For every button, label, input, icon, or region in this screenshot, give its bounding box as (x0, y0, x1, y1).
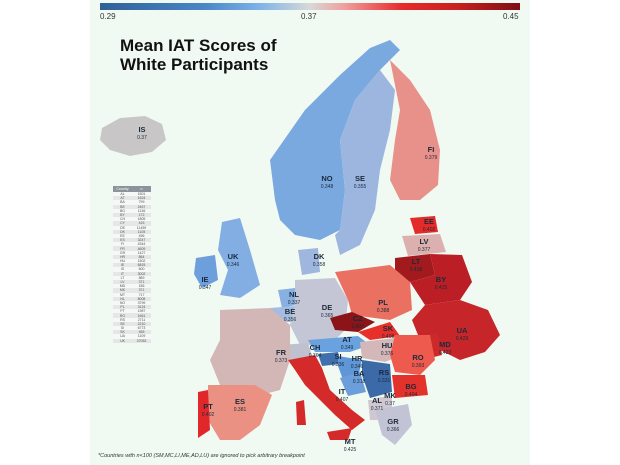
country-RO (390, 335, 435, 375)
country-ES (208, 385, 272, 440)
table-row: AL 1501 (113, 192, 151, 197)
table-row: LV 371 (113, 279, 151, 285)
footnote: *Countries with n<100 (SM,MC,LI,ME,AD,LU… (98, 453, 305, 459)
map-canvas: 0.29 0.37 0.45 Mean IAT Scores of White … (90, 0, 530, 465)
table-row: BE 2467 (113, 204, 151, 209)
country-SI (318, 352, 340, 366)
table-row: CH 1805 (113, 217, 151, 222)
country-BA (340, 372, 366, 396)
table-row: MK 371 (113, 288, 151, 293)
country-FI (390, 60, 440, 200)
country-IT-sicily (327, 428, 352, 440)
country-DK (298, 248, 320, 275)
table-row: EE 496 (113, 233, 151, 239)
country-DE (290, 278, 348, 345)
country-GR (375, 404, 412, 445)
legend-mid: 0.37 (301, 12, 317, 21)
country-MK (375, 396, 392, 410)
table-row: RS 2711 (113, 317, 151, 322)
country-AL (368, 400, 378, 420)
table-row: MD 185 (113, 284, 151, 289)
europe-map (100, 40, 500, 445)
table-row: HU 1502 (113, 259, 151, 264)
country-UK (218, 218, 260, 298)
country-IT (288, 355, 365, 430)
table-row: ES 3247 (113, 238, 151, 243)
table-row: IS 600 (113, 267, 151, 272)
table-header: Country n (113, 186, 151, 192)
color-scale-bar (100, 3, 520, 10)
table-row: DK 1105 (113, 229, 151, 234)
table-row: SE 2210 (113, 321, 151, 326)
table-row: PL 3124 (113, 305, 151, 310)
table-row: DE 11459 (113, 225, 151, 230)
table-row: IT 3002 (113, 271, 151, 276)
table-row: IE 6815 (113, 263, 151, 268)
country-LT (395, 254, 435, 282)
country-EE (410, 216, 438, 234)
table-row: HR 864 (113, 254, 151, 259)
table-row: BY 172 (113, 212, 151, 218)
table-row: BA 799 (113, 200, 151, 205)
country-AT (308, 336, 370, 352)
table-row: AT 1624 (113, 196, 151, 201)
country-SK (358, 322, 400, 340)
legend-max: 0.45 (503, 12, 519, 21)
table-row: SK 455 (113, 330, 151, 335)
country-FR (210, 308, 290, 398)
country-LV (402, 234, 446, 256)
table-row: MT 717 (113, 292, 151, 297)
table-row: SI 6773 (113, 326, 151, 331)
country-BY (410, 254, 472, 305)
country-IS (100, 116, 166, 156)
country-NO (270, 40, 400, 240)
table-row: CY 415 (113, 221, 151, 226)
sample-size-table: Country n AL 1501 AT 1624 BA 799 BE 2467 BG 1136 B… (113, 186, 151, 343)
legend-min: 0.29 (100, 12, 116, 21)
map-title: Mean IAT Scores of White Participants (120, 36, 277, 74)
country-NL (278, 288, 296, 308)
country-BG (392, 375, 428, 398)
table-row: FR 4609 (113, 246, 151, 251)
table-row: UK 37053 (113, 338, 151, 343)
country-IE (194, 255, 218, 288)
country-PL (335, 265, 412, 320)
country-PT (198, 390, 210, 438)
country-RS (362, 360, 392, 398)
country-SE (335, 70, 395, 255)
table-row: LT 889 (113, 275, 151, 280)
country-IT-sardinia (296, 400, 306, 425)
table-row: BG 1136 (113, 208, 151, 213)
table-row: UA 1109 (113, 334, 151, 339)
table-row: GR 1427 (113, 250, 151, 255)
table-row: NO 3799 (113, 300, 151, 306)
table-row: FI 4344 (113, 242, 151, 247)
table-row: RO 1661 (113, 313, 151, 318)
country-CZ (330, 312, 375, 332)
table-row: PT 1987 (113, 309, 151, 314)
table-row: NL 8008 (113, 296, 151, 301)
